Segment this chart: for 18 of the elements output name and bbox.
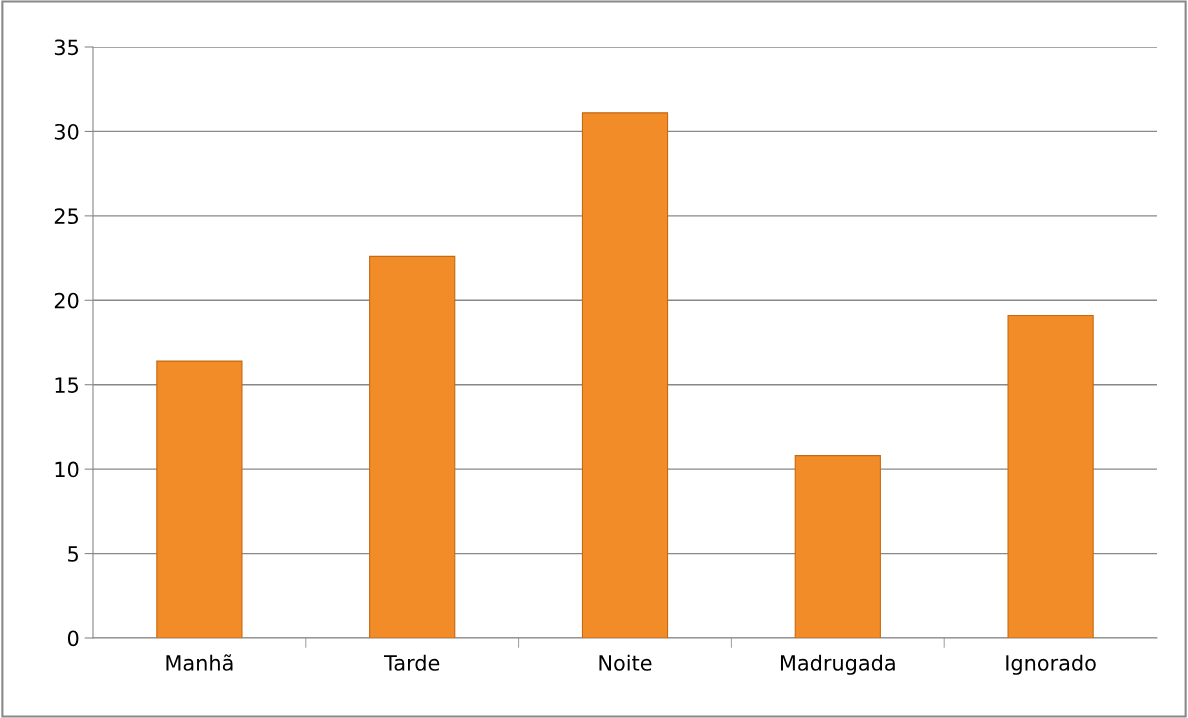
y-tick-label: 5 <box>68 546 78 562</box>
bar <box>1007 314 1094 638</box>
y-tick-label: 35 <box>54 39 78 56</box>
x-tick-label: Ignorado <box>1006 654 1096 675</box>
x-tick-label: Tarde <box>383 654 440 671</box>
y-tick-label: 15 <box>55 377 78 393</box>
bar <box>156 360 243 638</box>
y-tick-label: 25 <box>54 208 78 225</box>
bar <box>369 255 456 638</box>
bar <box>581 112 669 638</box>
y-tick-label: 20 <box>54 292 79 309</box>
x-tick-label: Noite <box>599 654 652 671</box>
y-tick-label: 0 <box>67 630 79 647</box>
bar <box>794 455 881 638</box>
y-tick-label: 30 <box>54 123 79 140</box>
y-tick-label: 10 <box>55 461 79 478</box>
x-tick-label: Manhã <box>166 654 233 671</box>
x-tick-label: Madrugada <box>780 654 895 675</box>
